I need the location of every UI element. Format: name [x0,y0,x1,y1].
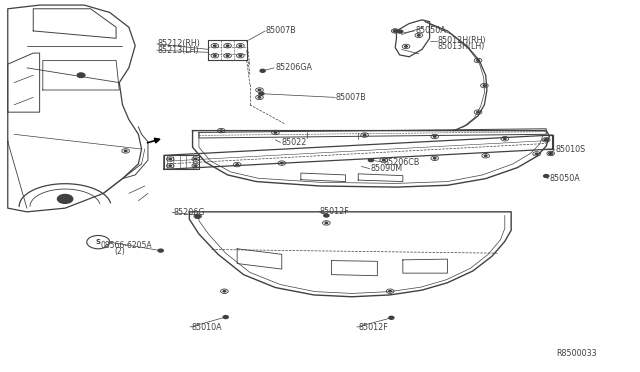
Circle shape [545,139,547,141]
Circle shape [58,195,73,203]
Text: 85090M: 85090M [371,164,403,173]
Circle shape [223,315,228,318]
Text: 08566-6205A: 08566-6205A [100,241,152,250]
Circle shape [80,74,83,76]
Circle shape [214,55,216,57]
Text: 85012F: 85012F [320,206,349,216]
Circle shape [394,30,397,32]
Circle shape [195,158,197,160]
Circle shape [77,73,85,77]
Text: (2): (2) [115,247,125,256]
Text: 85022: 85022 [282,138,307,147]
Circle shape [196,215,199,217]
Circle shape [236,164,239,165]
Circle shape [389,291,392,292]
Circle shape [195,165,197,166]
Circle shape [223,291,226,292]
Circle shape [239,45,242,46]
Text: 85206G: 85206G [173,208,205,217]
Circle shape [324,214,329,217]
Circle shape [543,174,548,177]
Text: 85212(RH): 85212(RH) [157,39,200,48]
Text: 85010A: 85010A [191,323,222,331]
Circle shape [158,249,163,252]
Text: 85007B: 85007B [336,93,367,102]
Circle shape [484,155,487,157]
Text: 85206GA: 85206GA [275,63,312,72]
Circle shape [549,153,552,154]
Text: 85012H(RH): 85012H(RH) [438,36,486,45]
Circle shape [433,136,436,137]
Circle shape [389,316,394,319]
Text: R8500033: R8500033 [556,350,596,359]
Circle shape [280,162,283,164]
Circle shape [477,60,479,61]
Text: 85007B: 85007B [266,26,296,35]
Circle shape [397,30,403,33]
Circle shape [417,35,420,36]
Circle shape [274,132,276,133]
Text: 85050A: 85050A [549,174,580,183]
Circle shape [548,153,552,155]
Circle shape [124,150,127,152]
Text: 85050A: 85050A [415,26,446,35]
Circle shape [58,195,73,203]
Circle shape [77,73,85,77]
Circle shape [227,55,229,57]
Text: S: S [96,239,100,245]
Circle shape [504,138,506,140]
Circle shape [404,46,407,47]
Circle shape [364,134,366,136]
Circle shape [477,112,479,113]
Circle shape [394,30,396,32]
Circle shape [544,139,548,141]
Circle shape [214,45,216,46]
Circle shape [259,92,264,95]
Circle shape [195,215,200,218]
Circle shape [169,158,172,160]
Circle shape [433,158,436,159]
Text: 85206CB: 85206CB [384,157,420,167]
Circle shape [227,45,229,46]
Circle shape [536,153,538,155]
Circle shape [169,165,172,166]
Text: 85012F: 85012F [358,323,388,331]
Circle shape [260,69,265,72]
Circle shape [63,198,67,200]
Circle shape [258,97,260,98]
Circle shape [220,130,223,131]
Circle shape [325,222,328,224]
Text: 85213(LH): 85213(LH) [157,46,199,55]
Circle shape [369,159,374,161]
Circle shape [239,55,242,57]
Circle shape [383,160,385,161]
Circle shape [483,85,486,86]
Circle shape [258,89,260,91]
Text: 85013H(LH): 85013H(LH) [438,42,485,51]
Text: 85010S: 85010S [556,145,586,154]
